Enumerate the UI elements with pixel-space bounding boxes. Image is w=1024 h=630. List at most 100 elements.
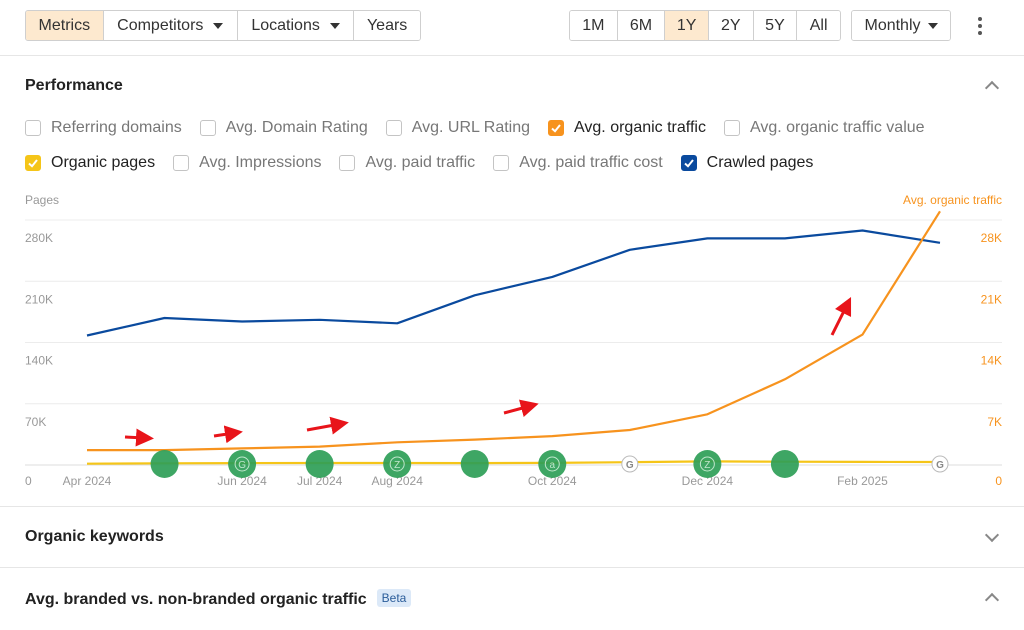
metric-checkboxes-row-2: Organic pages Avg. Impressions Avg. paid t… [25, 152, 831, 174]
checkbox-empty-icon [339, 155, 356, 171]
caret-down-icon [329, 22, 340, 29]
google-marker-label: G [626, 460, 634, 471]
x-tick-label: Aug 2024 [371, 474, 423, 488]
locations-label: Locations [251, 16, 320, 34]
collapse-chevron-icon[interactable] [984, 80, 1000, 96]
range-2y-label: 2Y [721, 16, 741, 34]
right-tick-label: 21K [981, 292, 1002, 306]
competitors-dropdown[interactable]: Competitors [103, 11, 238, 40]
left-tick-label: 0 [25, 474, 32, 488]
caret-down-icon [927, 22, 938, 29]
branded-traffic-label: Avg. branded vs. non-branded organic tra… [25, 591, 367, 608]
range-1m[interactable]: 1M [570, 11, 618, 40]
checkbox-empty-icon [25, 120, 41, 136]
checkbox-referring-domains[interactable]: Referring domains [25, 119, 182, 137]
interval-dropdown[interactable]: Monthly [851, 10, 951, 41]
red-arrow-icon [124, 428, 154, 447]
annotation-marker[interactable]: Z [693, 450, 722, 478]
competitors-label: Competitors [117, 16, 204, 34]
x-tick-label: Apr 2024 [63, 474, 112, 488]
interval-button[interactable]: Monthly [852, 11, 950, 40]
checkbox-avg-organic-traffic-value[interactable]: Avg. organic traffic value [723, 119, 925, 137]
annotation-marker[interactable] [150, 450, 179, 478]
beta-badge: Beta [376, 589, 412, 607]
tab-years[interactable]: Years [354, 11, 420, 40]
left-tick-label: 140K [25, 354, 53, 368]
range-1m-label: 1M [582, 16, 605, 34]
x-tick-label: Jun 2024 [217, 474, 267, 488]
red-arrow-icon [503, 399, 539, 418]
checkbox-avg-paid-traffic[interactable]: Avg. paid traffic [339, 154, 475, 172]
left-tick-label: 210K [25, 292, 53, 306]
right-tick-label: 28K [981, 231, 1002, 245]
annotation-marker[interactable] [305, 450, 334, 478]
x-tick-label: Oct 2024 [528, 474, 577, 488]
checkbox-label: Organic pages [51, 154, 156, 171]
x-tick-label: Feb 2025 [837, 474, 888, 488]
right-axis-title: Avg. organic traffic [903, 193, 1002, 207]
x-tick-label: Jul 2024 [297, 474, 343, 488]
checkbox-empty-icon [385, 120, 402, 136]
range-all[interactable]: All [797, 11, 840, 40]
performance-panel: Performance Referring domains Avg. Domain… [0, 57, 1024, 507]
checkbox-avg-domain-rating[interactable]: Avg. Domain Rating [199, 119, 368, 137]
checkbox-empty-icon [723, 120, 740, 136]
red-arrow-icon [213, 425, 243, 444]
range-5y[interactable]: 5Y [753, 11, 798, 40]
red-arrow-icon [830, 296, 852, 336]
more-options-icon[interactable] [972, 14, 988, 38]
view-tabs: Metrics Competitors Locations Years [25, 10, 421, 41]
organic-keywords-section[interactable]: Organic keywords [0, 508, 1024, 568]
google-update-marker[interactable]: G [931, 455, 949, 473]
right-tick-label: 0 [995, 474, 1002, 488]
range-1y[interactable]: 1Y [665, 11, 709, 40]
locations-dropdown[interactable]: Locations [237, 11, 355, 40]
checkbox-empty-icon [173, 155, 190, 171]
range-2y[interactable]: 2Y [708, 11, 754, 40]
google-update-marker[interactable]: G [621, 455, 639, 473]
annotation-marker[interactable]: Z [383, 450, 412, 478]
checkbox-label: Crawled pages [706, 154, 814, 171]
annotation-marker[interactable] [460, 450, 489, 478]
checkbox-label: Avg. organic traffic value [749, 119, 925, 136]
x-tick-label: Dec 2024 [682, 474, 734, 488]
tab-metrics[interactable]: Metrics [26, 11, 104, 40]
checkbox-avg-impressions[interactable]: Avg. Impressions [173, 154, 321, 172]
metric-checkboxes-row-1: Referring domains Avg. Domain Rating Avg. … [25, 117, 943, 139]
range-1y-label: 1Y [676, 16, 697, 34]
range-all-label: All [809, 16, 828, 34]
checkbox-avg-organic-traffic[interactable]: Avg. organic traffic [548, 119, 706, 137]
range-selector: 1M 6M 1Y 2Y 5Y All [569, 10, 841, 41]
red-arrow-icon [306, 416, 349, 435]
checkbox-label: Avg. organic traffic [574, 119, 706, 136]
checkbox-label: Avg. paid traffic cost [519, 154, 663, 171]
range-6m[interactable]: 6M [617, 11, 666, 40]
expand-chevron-icon[interactable] [984, 527, 1000, 543]
checkbox-label: Referring domains [51, 119, 182, 136]
range-6m-label: 6M [629, 16, 653, 34]
left-axis-title: Pages [25, 193, 59, 207]
google-marker-label: G [936, 460, 944, 471]
annotation-label: a [549, 460, 555, 471]
annotation-label: Z [394, 460, 400, 471]
annotation-label: Z [704, 460, 710, 471]
performance-chart: Pages Avg. organic traffic 280K 28K 210K 21K 1… [25, 193, 1002, 488]
annotation-marker[interactable]: G [228, 450, 257, 478]
checkbox-avg-url-rating[interactable]: Avg. URL Rating [385, 119, 530, 137]
annotation-marker[interactable]: a [538, 450, 567, 478]
checkbox-checked-icon [548, 120, 565, 136]
left-tick-label: 70K [25, 415, 46, 429]
performance-title: Performance [25, 77, 123, 94]
annotation-marker[interactable] [770, 450, 799, 478]
checkbox-avg-paid-traffic-cost[interactable]: Avg. paid traffic cost [493, 154, 663, 172]
checkbox-crawled-pages[interactable]: Crawled pages [680, 154, 814, 172]
right-tick-label: 14K [981, 354, 1002, 368]
checkbox-organic-pages[interactable]: Organic pages [25, 154, 155, 172]
checkbox-label: Avg. Impressions [199, 154, 322, 171]
branded-traffic-section[interactable]: Avg. branded vs. non-branded organic tra… [0, 569, 1024, 630]
checkbox-empty-icon [199, 120, 216, 136]
caret-down-icon [213, 22, 224, 29]
collapse-chevron-icon[interactable] [984, 592, 1000, 608]
series-line-avg-organic-traffic [87, 210, 941, 452]
branded-traffic-title: Avg. branded vs. non-branded organic tra… [25, 589, 412, 609]
